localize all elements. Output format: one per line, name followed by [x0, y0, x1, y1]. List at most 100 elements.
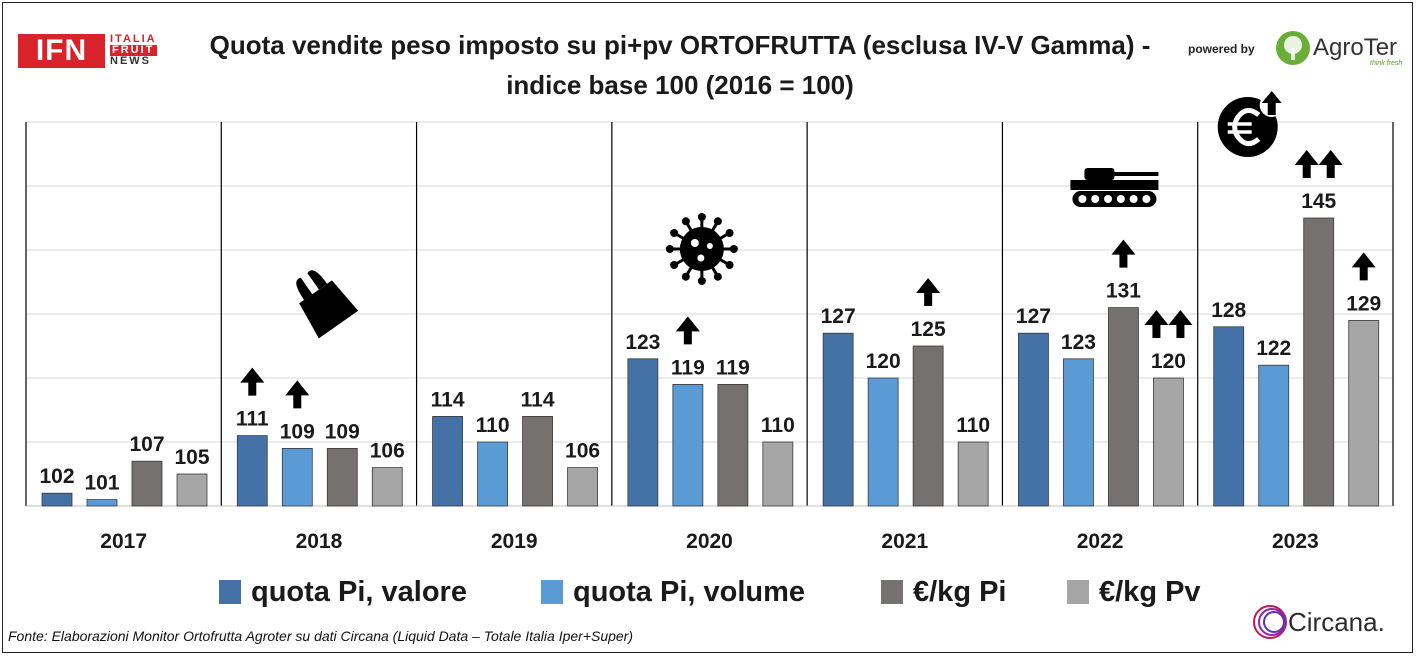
data-label: 101 [84, 472, 119, 495]
bar [236, 435, 268, 507]
agroter-logo: AgroTer think fresh [1275, 28, 1405, 68]
grid-layer [25, 121, 1394, 507]
bar [86, 499, 118, 507]
data-label: 119 [716, 356, 750, 379]
bar [1108, 307, 1139, 507]
circana-logo-name: Circana. [1288, 607, 1385, 637]
ifn-logo-line1: ITALIA [110, 33, 157, 45]
circana-mark-icon [1253, 605, 1287, 639]
legend-swatch [541, 580, 563, 604]
bar [477, 441, 508, 507]
data-label: 145 [1301, 190, 1336, 213]
bar [912, 345, 944, 507]
bar [762, 441, 794, 507]
legend-item: quota Pi, volume [541, 572, 805, 612]
chart-title-line1: Quota vendite peso imposto su pi+pv ORTO… [209, 30, 1151, 60]
bar [1153, 377, 1184, 507]
data-label: 106 [370, 440, 405, 463]
data-label: 128 [1211, 299, 1246, 322]
up-arrow-icon [285, 380, 310, 409]
data-label: 114 [431, 388, 465, 411]
bar [131, 460, 163, 507]
data-label: 102 [39, 465, 74, 488]
euro-up-icon [1217, 91, 1284, 157]
data-label: 110 [761, 414, 795, 437]
agroter-logo-name: AgroTer [1313, 34, 1398, 61]
data-label: 119 [671, 356, 705, 379]
bar [1213, 326, 1245, 507]
x-tick-label: 2020 [686, 530, 733, 553]
data-label: 110 [956, 414, 990, 437]
data-label: 107 [129, 433, 164, 456]
up-arrow-icon [1111, 239, 1136, 268]
up-arrow-icon [675, 316, 700, 345]
x-tick-label: 2021 [881, 530, 928, 553]
x-tick-label: 2023 [1272, 530, 1319, 553]
data-label: 123 [625, 331, 660, 354]
ifn-logo-line2: FRUIT [110, 45, 157, 56]
ifn-logo-text: ITALIA FRUIT NEWS [110, 34, 157, 67]
label-layer: 102 101 107 105 2017 111 109 109 106 2018 114 110 11… [39, 190, 1381, 553]
data-label: 129 [1346, 292, 1381, 315]
data-label: 125 [911, 318, 946, 341]
legend-item: €/kg Pv [1067, 572, 1201, 612]
legend-label: €/kg Pv [1099, 575, 1201, 608]
up-arrow-icon [1168, 310, 1193, 338]
up-arrow-icon [1351, 252, 1376, 281]
data-label: 111 [236, 408, 269, 431]
bar [717, 383, 749, 507]
bar [1018, 332, 1049, 507]
data-label: 120 [866, 350, 901, 373]
up-arrow-icon [1294, 150, 1319, 178]
data-label: 110 [476, 414, 510, 437]
bar [371, 467, 403, 507]
bar [627, 358, 659, 507]
x-tick-label: 2019 [491, 530, 538, 553]
bar [432, 415, 463, 507]
bar [1348, 319, 1380, 507]
x-tick-label: 2017 [100, 530, 147, 553]
bar [672, 383, 704, 507]
circana-logo: Circana. [1252, 600, 1407, 644]
source-note: Fonte: Elaborazioni Monitor Ortofrutta A… [8, 628, 634, 644]
virus-icon [665, 213, 738, 285]
legend-label: quota Pi, volume [573, 575, 806, 608]
powered-by-label: powered by [1188, 42, 1255, 56]
up-arrow-icon [1144, 310, 1169, 338]
legend-label: quota Pi, valore [251, 575, 467, 608]
bar [567, 467, 598, 507]
tank-icon [1070, 168, 1159, 207]
bar [176, 473, 208, 507]
bar [1063, 358, 1094, 507]
chart-title-line2: indice base 100 (2016 = 100) [506, 70, 854, 100]
legend-item: €/kg Pi [881, 572, 1007, 612]
data-label: 109 [325, 420, 360, 443]
x-tick-label: 2018 [296, 530, 343, 553]
data-label: 106 [565, 440, 600, 463]
up-arrow-icon [1318, 150, 1343, 178]
up-arrow-icon [916, 278, 941, 306]
bar-layer [41, 217, 1380, 507]
icon-layer [240, 91, 1376, 409]
bar [326, 447, 358, 507]
legend: quota Pi, valore quota Pi, volume €/kg Pi €… [0, 572, 1417, 612]
data-label: 122 [1256, 337, 1291, 360]
bar [41, 492, 73, 507]
up-arrow-icon [240, 367, 265, 396]
data-label: 127 [821, 305, 856, 328]
legend-swatch [1067, 580, 1089, 604]
ifn-logo: IFN ITALIA FRUIT NEWS [18, 34, 163, 72]
data-label: 123 [1061, 331, 1096, 354]
legend-label: €/kg Pi [913, 575, 1007, 608]
ifn-logo-line3: NEWS [110, 55, 151, 67]
legend-swatch [219, 580, 241, 604]
bar [522, 415, 553, 507]
legend-item: quota Pi, valore [219, 572, 467, 612]
bar [957, 441, 989, 507]
ifn-logo-box: IFN [18, 34, 105, 68]
data-label: 105 [174, 446, 209, 469]
bar [867, 377, 899, 507]
data-label: 127 [1016, 305, 1051, 328]
